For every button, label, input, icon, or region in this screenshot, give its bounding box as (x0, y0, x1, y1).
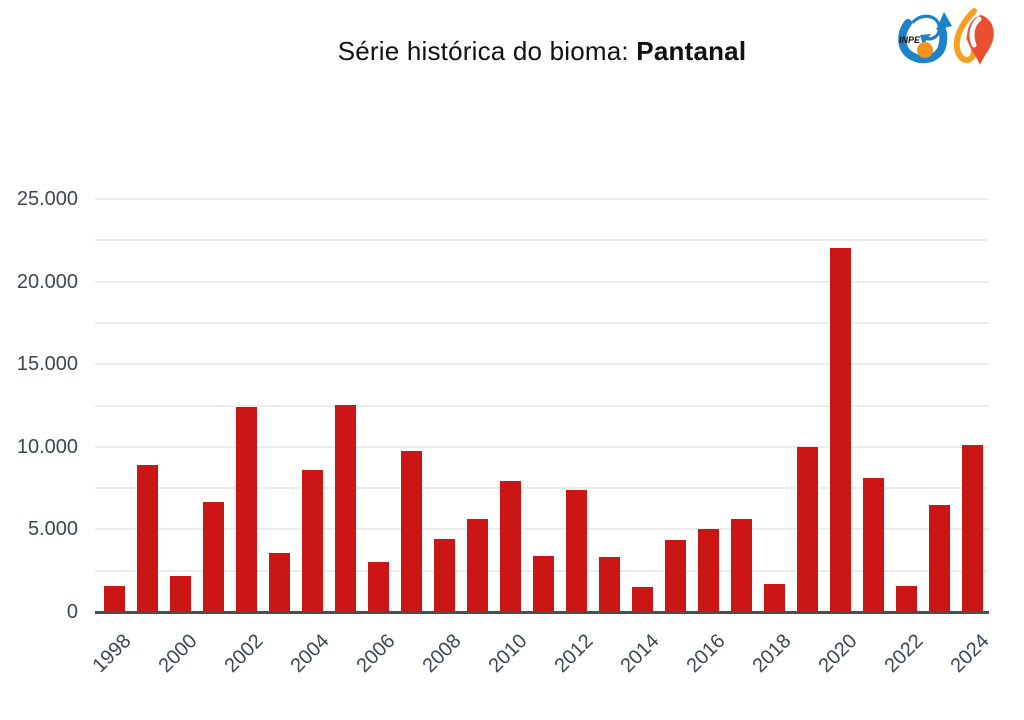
bar-1998[interactable] (103, 586, 125, 612)
x-tick-label-2018: 2018 (748, 630, 796, 678)
page-title: Série histórica do bioma: Pantanal (95, 36, 989, 67)
x-axis-line (95, 611, 989, 614)
inpe-logo-text: INPE (899, 35, 921, 45)
x-tick-label-2006: 2006 (352, 630, 400, 678)
x-tick-label-2008: 2008 (418, 630, 466, 678)
bar-2024[interactable] (961, 445, 983, 612)
bar-2022[interactable] (895, 585, 917, 612)
gridline-22500 (95, 239, 989, 242)
bar-2003[interactable] (268, 552, 290, 612)
x-tick-label-2022: 2022 (880, 630, 928, 678)
y-tick-label-20000: 20.000 (16, 270, 78, 293)
bar-2000[interactable] (169, 575, 191, 612)
bar-2001[interactable] (202, 502, 224, 612)
x-tick-label-2014: 2014 (616, 630, 664, 678)
gridline-7500 (95, 487, 989, 490)
x-tick-label-2004: 2004 (286, 630, 334, 678)
logo-svg: INPE (898, 8, 994, 65)
bar-2018[interactable] (763, 583, 785, 612)
bar-2019[interactable] (796, 446, 818, 612)
inpe-logo-icon: INPE (898, 12, 952, 64)
bar-2010[interactable] (499, 481, 521, 612)
gridline-17500 (95, 321, 989, 324)
bar-2002[interactable] (235, 407, 257, 612)
page-title-prefix: Série histórica do bioma: (337, 36, 637, 66)
x-tick-label-2012: 2012 (550, 630, 598, 678)
bar-2011[interactable] (532, 555, 554, 612)
gridline-20000 (95, 280, 989, 283)
x-tick-label-1998: 1998 (88, 630, 136, 678)
bar-2015[interactable] (664, 540, 686, 612)
x-tick-label-2024: 2024 (946, 630, 994, 678)
bar-2014[interactable] (631, 587, 653, 612)
gridline-5000 (95, 528, 989, 531)
bar-2008[interactable] (433, 539, 455, 612)
bar-2021[interactable] (862, 478, 884, 612)
bar-2005[interactable] (334, 404, 356, 612)
inpe-queimadas-logo: INPE (896, 5, 996, 71)
queimadas-flame-icon (953, 8, 994, 65)
x-tick-label-2020: 2020 (814, 630, 862, 678)
x-tick-label-2016: 2016 (682, 630, 730, 678)
bar-2012[interactable] (565, 489, 587, 612)
x-tick-label-2010: 2010 (484, 630, 532, 678)
gridline-12500 (95, 404, 989, 407)
y-tick-label-10000: 10.000 (16, 435, 78, 458)
bar-2020[interactable] (829, 247, 851, 612)
bar-2006[interactable] (367, 561, 389, 612)
y-tick-label-25000: 25.000 (16, 188, 78, 210)
gridline-15000 (95, 363, 989, 366)
page-title-biome: Pantanal (636, 36, 747, 66)
bar-2009[interactable] (466, 518, 488, 612)
bar-2013[interactable] (598, 556, 620, 612)
y-tick-label-5000: 5.000 (27, 518, 78, 541)
bar-2023[interactable] (928, 504, 950, 612)
bar-2016[interactable] (697, 528, 719, 612)
y-tick-label-0: 0 (66, 601, 78, 623)
x-tick-label-2002: 2002 (220, 630, 268, 678)
x-tick-label-2000: 2000 (154, 630, 202, 678)
gridline-25000 (95, 198, 989, 200)
gridline-10000 (95, 445, 989, 448)
bar-1999[interactable] (136, 464, 158, 612)
y-tick-label-15000: 15.000 (16, 353, 78, 376)
bar-2017[interactable] (730, 518, 752, 612)
bar-2004[interactable] (301, 469, 323, 612)
bar-2007[interactable] (400, 450, 422, 612)
